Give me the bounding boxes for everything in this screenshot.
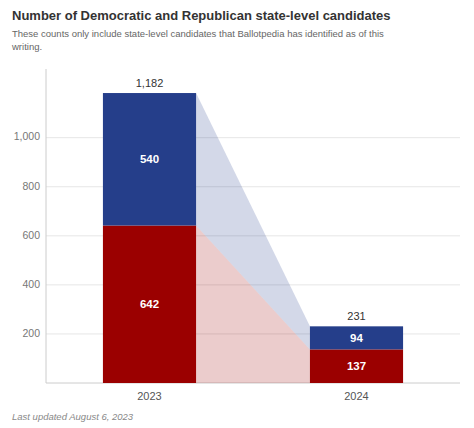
- y-tick-label: 800: [22, 179, 40, 191]
- shading: [196, 93, 310, 383]
- title: Number of Democratic and Republican stat…: [12, 8, 462, 24]
- bars: [103, 93, 403, 383]
- y-tick-label: 600: [22, 229, 40, 241]
- connector-shading: [196, 93, 310, 349]
- total-label: 231: [347, 310, 365, 322]
- subtitle: These counts only include state-level ca…: [12, 28, 462, 53]
- x-tick-label: 2024: [344, 390, 368, 402]
- data-label: 137: [347, 360, 366, 372]
- header: Number of Democratic and Republican stat…: [0, 0, 474, 55]
- y-tick-label: 200: [22, 327, 40, 339]
- y-tick-label: 400: [22, 278, 40, 290]
- data-label: 94: [350, 332, 363, 344]
- bar-segment: [310, 349, 403, 383]
- y-axis: 200 400 600 800 1,000: [14, 130, 40, 338]
- bar-segment: [310, 326, 403, 349]
- chart-svg: 200 400 600 800 1,000 642 137 540 94 1,182 231 2023…: [0, 55, 474, 409]
- y-tick-label: 1,000: [14, 130, 40, 142]
- footer: Last updated August 6, 2023: [0, 409, 474, 428]
- bar-segment: [103, 225, 196, 382]
- y-axis-line: [46, 69, 47, 383]
- plot-area: [103, 93, 403, 383]
- x-tick-label: 2023: [137, 390, 161, 402]
- total-label: 1,182: [136, 77, 164, 89]
- data-label: 642: [140, 298, 159, 310]
- page: {"chart_data": { "type": "bar", "stacked…: [0, 0, 474, 428]
- x-axis: 2023 2024: [137, 390, 368, 402]
- data-label: 540: [140, 153, 159, 165]
- bar-segment: [103, 93, 196, 225]
- data-labels: 642 137 540 94 1,182 231: [136, 77, 366, 372]
- chart-container: 200 400 600 800 1,000 642 137 540 94 1,182 231 2023…: [0, 55, 474, 409]
